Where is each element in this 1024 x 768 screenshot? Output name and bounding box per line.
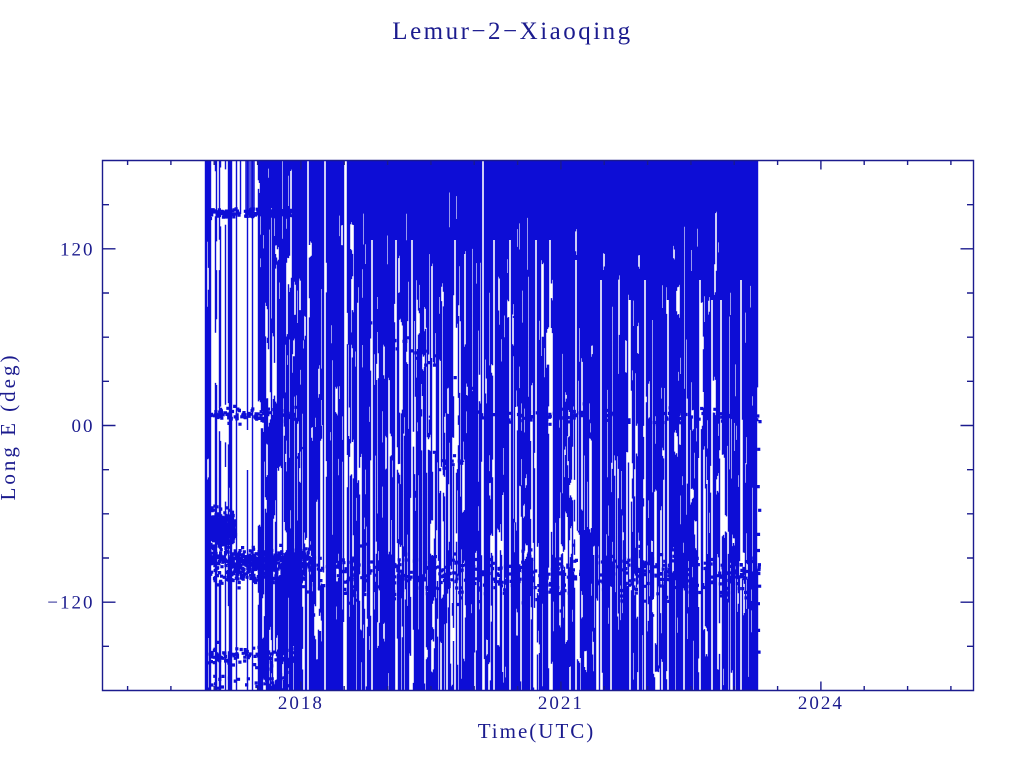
svg-text:00: 00 [72,416,95,437]
svg-text:Lemur−2−Xiaoqing: Lemur−2−Xiaoqing [392,18,632,45]
svg-text:120: 120 [60,239,95,260]
svg-text:−120: −120 [47,593,94,614]
svg-text:2024: 2024 [798,693,844,714]
svg-text:Long E (deg): Long E (deg) [0,353,20,501]
svg-text:2018: 2018 [278,693,324,714]
svg-text:2021: 2021 [538,693,584,714]
svg-text:Time(UTC): Time(UTC) [478,719,596,743]
